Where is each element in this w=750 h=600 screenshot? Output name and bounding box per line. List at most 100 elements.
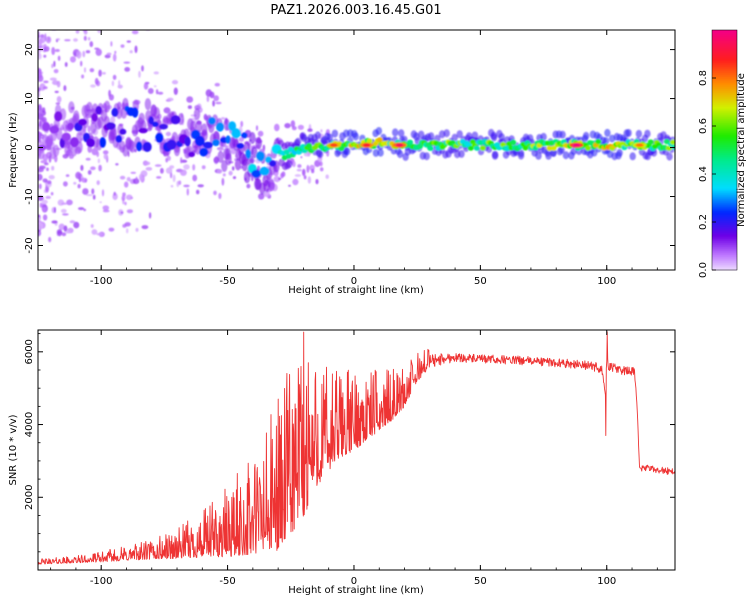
colorbar-band — [712, 126, 737, 129]
colorbar-band — [712, 84, 737, 87]
colorbar-band — [712, 92, 737, 95]
spectrogram-y-tick-label: -10 — [24, 188, 35, 204]
spectrogram-y-tick-label: 20 — [24, 43, 35, 56]
colorbar-tick-label: 0.6 — [698, 118, 709, 134]
colorbar-band — [712, 82, 737, 85]
colorbar-band — [712, 110, 737, 113]
spectrogram-frame — [37, 29, 676, 271]
spectrogram-heat-layer — [38, 30, 675, 243]
colorbar-band — [712, 74, 737, 77]
colorbar-band — [712, 112, 737, 115]
snr-x-tick-label: -50 — [219, 576, 235, 587]
colorbar: 0.0 0.2 0.4 0.6 0.8 Normalized spectral ampl… — [698, 29, 747, 278]
colorbar-band — [712, 258, 737, 261]
colorbar-band — [712, 228, 737, 231]
colorbar-band — [712, 54, 737, 57]
colorbar-band — [712, 190, 737, 193]
colorbar-band — [712, 34, 737, 37]
colorbar-band — [712, 48, 737, 51]
colorbar-band — [712, 260, 737, 263]
colorbar-band — [712, 96, 737, 99]
colorbar-band — [712, 136, 737, 139]
colorbar-band — [712, 194, 737, 197]
colorbar-band — [712, 144, 737, 147]
colorbar-band — [712, 52, 737, 55]
colorbar-band — [712, 60, 737, 63]
colorbar-band — [712, 50, 737, 53]
colorbar-band — [712, 252, 737, 255]
colorbar-tick-label: 0.2 — [698, 214, 709, 230]
snr-x-axis-label: Height of straight line (km) — [288, 585, 424, 596]
colorbar-band — [712, 118, 737, 121]
colorbar-band — [712, 154, 737, 157]
colorbar-band — [712, 102, 737, 105]
colorbar-band — [712, 230, 737, 233]
colorbar-band — [712, 216, 737, 219]
colorbar-band — [712, 254, 737, 257]
colorbar-band — [712, 152, 737, 155]
colorbar-band — [712, 218, 737, 221]
colorbar-band — [712, 38, 737, 41]
colorbar-band — [712, 188, 737, 191]
colorbar-band — [712, 240, 737, 243]
colorbar-band — [712, 158, 737, 161]
colorbar-band — [712, 264, 737, 267]
spectrogram-x-tick-label: -50 — [219, 276, 235, 287]
colorbar-band — [712, 202, 737, 205]
colorbar-band — [712, 248, 737, 251]
colorbar-band — [712, 114, 737, 117]
colorbar-band — [712, 156, 737, 159]
colorbar-band — [712, 116, 737, 119]
colorbar-band — [712, 168, 737, 171]
snr-plot-area — [38, 330, 675, 570]
colorbar-band — [712, 210, 737, 213]
colorbar-band — [712, 170, 737, 173]
colorbar-label: Normalized spectral amplitude — [736, 73, 747, 227]
colorbar-band — [712, 184, 737, 187]
colorbar-band — [712, 30, 737, 33]
colorbar-gradient — [711, 29, 738, 271]
colorbar-band — [712, 142, 737, 145]
colorbar-band — [712, 66, 737, 69]
spectrogram-x-tick-label: -100 — [90, 276, 113, 287]
colorbar-band — [712, 70, 737, 73]
colorbar-band — [712, 32, 737, 35]
colorbar-band — [712, 104, 737, 107]
colorbar-band — [712, 242, 737, 245]
colorbar-band — [712, 58, 737, 61]
colorbar-band — [712, 164, 737, 167]
colorbar-band — [712, 56, 737, 59]
colorbar-band — [712, 162, 737, 165]
spectrogram-y-tick-label: 0 — [24, 144, 35, 150]
spectrogram-y-axis-label: Frequency (Hz) — [8, 112, 19, 188]
colorbar-band — [712, 98, 737, 101]
colorbar-band — [712, 146, 737, 149]
colorbar-band — [712, 222, 737, 225]
snr-x-tick-label: 50 — [474, 576, 487, 587]
colorbar-band — [712, 192, 737, 195]
colorbar-band — [712, 206, 737, 209]
colorbar-band — [712, 64, 737, 67]
colorbar-band — [712, 232, 737, 235]
colorbar-band — [712, 78, 737, 81]
colorbar-band — [712, 40, 737, 43]
colorbar-band — [712, 134, 737, 137]
colorbar-band — [712, 200, 737, 203]
colorbar-band — [712, 214, 737, 217]
colorbar-band — [712, 138, 737, 141]
snr-y-tick-label: 2000 — [24, 485, 35, 510]
spectrogram-x-axis: -100 -50 0 50 100 — [50, 30, 658, 287]
colorbar-band — [712, 44, 737, 47]
snr-series-line — [38, 331, 675, 565]
colorbar-band — [712, 62, 737, 65]
colorbar-band — [712, 196, 737, 199]
colorbar-band — [712, 100, 737, 103]
colorbar-band — [712, 120, 737, 123]
colorbar-band — [712, 250, 737, 253]
spectrogram-x-tick-label: 50 — [474, 276, 487, 287]
spectrogram-y-axis: 20 10 0 -10 -20 — [24, 43, 675, 254]
colorbar-band — [712, 46, 737, 49]
colorbar-band — [712, 262, 737, 265]
colorbar-band — [712, 238, 737, 241]
